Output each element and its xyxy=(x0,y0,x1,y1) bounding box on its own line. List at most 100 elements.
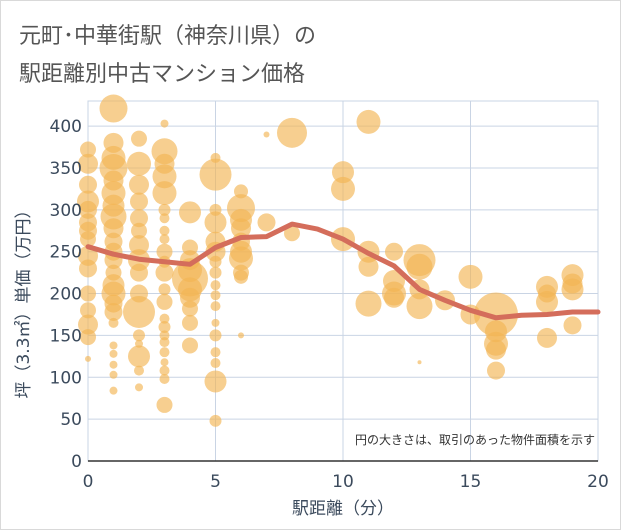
bubble-point xyxy=(152,181,177,206)
bubble-point xyxy=(383,270,405,292)
y-tick-label: 250 xyxy=(50,243,82,263)
bubble-point xyxy=(210,347,221,358)
bubble-point xyxy=(78,314,98,335)
bubble-point xyxy=(209,203,222,216)
bubble-point xyxy=(538,284,556,303)
bubble-point xyxy=(131,130,147,147)
bubble-point xyxy=(102,274,125,297)
y-tick-label: 150 xyxy=(50,326,82,346)
bubble-point xyxy=(133,329,145,342)
bubble-point xyxy=(182,314,198,331)
bubble-point xyxy=(209,255,222,268)
bubble-point xyxy=(104,302,123,321)
trend-series xyxy=(85,221,601,321)
bubble-point xyxy=(127,151,151,176)
bubble-point xyxy=(156,396,173,413)
bubble-point xyxy=(159,234,170,245)
bubble-point xyxy=(356,109,381,134)
bubble-point xyxy=(562,273,583,294)
bubble-point xyxy=(210,152,221,163)
y-tick-label: 100 xyxy=(50,368,82,388)
bubble-point xyxy=(128,345,150,368)
bubble-point xyxy=(537,327,557,348)
bubble-point xyxy=(102,194,125,217)
bubble-point xyxy=(85,355,91,362)
bubble-point xyxy=(209,329,222,342)
bubble-point xyxy=(129,174,149,195)
bubble-point xyxy=(158,283,171,296)
bubble-point xyxy=(130,284,148,303)
x-tick-label: 20 xyxy=(587,472,609,492)
bubble-point xyxy=(109,341,118,350)
y-axis-title: 坪（3.3㎡）単価（万円） xyxy=(14,201,34,398)
bubble-point xyxy=(486,339,506,360)
bubble-point xyxy=(179,201,201,224)
bubble-point xyxy=(406,293,433,320)
bubble-point xyxy=(210,280,221,291)
bubble-point xyxy=(384,287,404,308)
bubble-point xyxy=(78,153,98,174)
bubble-point xyxy=(234,269,248,284)
bubble-point xyxy=(123,295,155,328)
bubble-point xyxy=(159,347,170,358)
bubble-point xyxy=(159,313,170,324)
bubble-point xyxy=(80,285,96,302)
y-tick-label: 200 xyxy=(50,285,82,305)
bubble-point xyxy=(158,203,171,216)
bubble-point xyxy=(417,360,422,365)
bubble-point xyxy=(358,256,379,277)
bubble-point xyxy=(332,161,354,184)
bubble-point xyxy=(103,132,124,153)
bubble-point xyxy=(210,301,221,312)
chart-title-line-2: 駅距離別中古マンション価格 xyxy=(19,62,306,87)
bubble-point xyxy=(182,300,198,317)
bubble-point xyxy=(487,361,505,380)
x-axis-title: 駅距離（分） xyxy=(292,499,394,519)
x-tick-label: 15 xyxy=(460,472,482,492)
bubble-point xyxy=(108,317,119,328)
bubble-point xyxy=(79,259,97,278)
y-tick-label: 350 xyxy=(50,159,82,179)
chart-title-line-1: 元町･中華街駅（神奈川県）の xyxy=(19,24,317,49)
bubble-point xyxy=(458,264,483,289)
bubble-point xyxy=(130,263,148,282)
x-tick-label: 0 xyxy=(83,472,94,492)
bubble-point xyxy=(238,332,244,339)
bubble-point xyxy=(234,184,248,199)
bubble-point xyxy=(160,119,169,128)
bubble-point xyxy=(204,370,227,393)
bubble-point xyxy=(159,365,170,376)
bubble-point xyxy=(156,243,173,260)
trend-line xyxy=(85,221,601,321)
bubble-point xyxy=(159,213,170,224)
bubble-point xyxy=(134,365,144,376)
bubble-point xyxy=(474,292,518,337)
x-tick-label: 5 xyxy=(210,472,221,492)
bubble-point xyxy=(204,211,227,234)
bubble-point xyxy=(80,231,96,248)
bubble-point xyxy=(129,235,149,255)
bubble-point xyxy=(103,170,124,191)
axes: 0 50 100 150 200 250 300 350 400 0 5 10 15 20 xyxy=(50,117,609,492)
bubble-point xyxy=(155,263,174,282)
bubble-point xyxy=(79,175,97,194)
bubble-point xyxy=(182,239,198,256)
bubble-point xyxy=(284,225,300,242)
bubble-point xyxy=(159,373,170,384)
bubble-point xyxy=(99,94,128,123)
bubble-point xyxy=(485,320,507,343)
bubble-point xyxy=(131,222,147,239)
bubble-point xyxy=(158,321,171,334)
bubble-point xyxy=(331,176,355,201)
bubble-point xyxy=(160,358,169,367)
bubble-point xyxy=(182,337,198,354)
bubble-point xyxy=(135,383,143,392)
bubble-size-note: 円の大きさは、取引のあった物件面積を示す xyxy=(355,432,595,447)
bubble-point xyxy=(101,145,126,170)
x-tick-label: 10 xyxy=(332,472,354,492)
bubble-point xyxy=(109,349,118,358)
bubble-point xyxy=(135,339,143,348)
y-tick-label: 300 xyxy=(50,201,82,221)
bubble-point xyxy=(210,358,221,369)
